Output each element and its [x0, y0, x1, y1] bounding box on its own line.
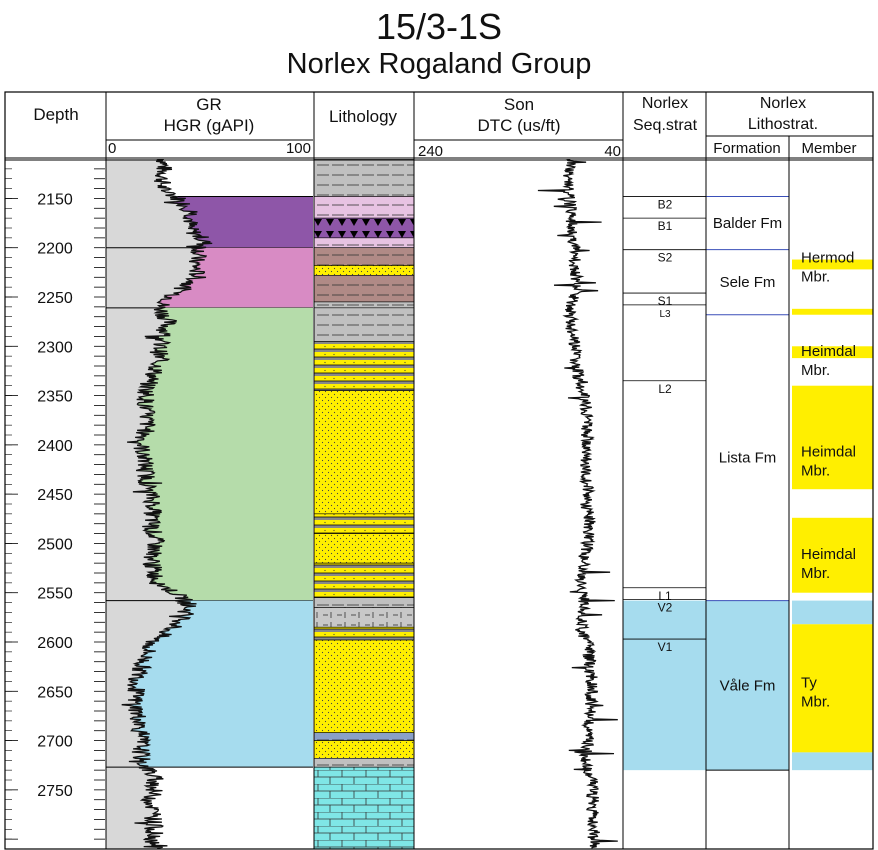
seq-label-v1: V1	[658, 640, 673, 654]
member-fill-4	[792, 385, 873, 490]
member-label-1-b: Mbr.	[801, 268, 830, 285]
lithology-bed-10	[313, 341, 415, 391]
lithology-bed-12	[313, 513, 415, 534]
lithology-bed-2	[313, 196, 415, 219]
formation-label-4: Våle Fm	[720, 677, 776, 694]
lithology-header: Lithology	[329, 107, 398, 126]
son-scale-max: 40	[604, 143, 621, 160]
member-fill-2	[792, 308, 873, 315]
member-fill-5	[792, 517, 873, 593]
member-fill-7	[792, 624, 873, 753]
lithology-bed-16	[313, 607, 415, 628]
seq-strat-title: Norlex	[642, 95, 688, 112]
lithology-bed-1	[313, 159, 415, 197]
depth-label-2500: 2500	[37, 536, 73, 553]
gr-interval-fill-2	[157, 247, 313, 308]
depth-label-2550: 2550	[37, 586, 73, 603]
formation-label-1: Balder Fm	[713, 215, 782, 232]
member-label-1-a: Hermod	[801, 249, 854, 266]
lithology-bed-3	[313, 217, 415, 239]
chart-frame	[4, 91, 874, 850]
lithology-bed-6	[313, 265, 415, 276]
chart-subtitle: Norlex Rogaland Group	[286, 48, 592, 80]
member-label-4-b: Mbr.	[801, 463, 830, 480]
depth-label-2400: 2400	[37, 438, 73, 455]
member-fill-6	[792, 600, 873, 625]
depth-label-2250: 2250	[37, 290, 73, 307]
member-fill-3	[792, 346, 873, 359]
lithology-bed-15	[313, 597, 415, 608]
seq-label-b2: B2	[658, 197, 673, 211]
lithology-bed-11	[313, 390, 415, 515]
formation-label-3: Lista Fm	[719, 450, 777, 467]
chart-title: 15/3-1S	[375, 6, 503, 47]
depth-label-2650: 2650	[37, 684, 73, 701]
member-fill-8	[792, 752, 873, 771]
member-label-3-a: Heimdal	[801, 343, 856, 360]
lithology-bed-4	[313, 237, 415, 249]
gr-track-unit: HGR (gAPI)	[164, 116, 255, 135]
gr-baseline-shade	[106, 159, 213, 849]
formation-fill-vale	[706, 600, 789, 771]
depth-label-2750: 2750	[37, 783, 73, 800]
seq-strat-sub: Seq.strat	[633, 117, 698, 134]
depth-header: Depth	[33, 105, 78, 124]
depth-label-2600: 2600	[37, 635, 73, 652]
son-track-title: Son	[504, 95, 534, 114]
lithology-bed-19	[313, 732, 415, 741]
depth-label-2300: 2300	[37, 339, 73, 356]
lithology-bed-5	[313, 247, 415, 266]
depth-label-2450: 2450	[37, 487, 73, 504]
lithology-bed-17	[313, 626, 415, 641]
gr-interval-fill-3	[127, 307, 313, 601]
member-label-3-b: Mbr.	[801, 362, 830, 379]
seq-label-s2: S2	[658, 251, 673, 265]
gr-scale-max: 100	[286, 140, 311, 157]
lithology-bed-22	[313, 766, 415, 850]
seq-label-s1: S1	[658, 294, 673, 308]
lithology-bed-21	[313, 758, 415, 768]
gr-curve	[121, 159, 213, 849]
lithology-bed-13	[313, 533, 415, 564]
seq-label-b1: B1	[658, 219, 673, 233]
lithology-bed-20	[313, 740, 415, 759]
depth-label-2350: 2350	[37, 389, 73, 406]
depth-label-2700: 2700	[37, 734, 73, 751]
lithostrat-sub: Lithostrat.	[748, 116, 818, 133]
lithology-bed-9	[313, 307, 415, 342]
member-label-5-a: Heimdal	[801, 546, 856, 563]
gr-scale-min: 0	[108, 140, 116, 157]
son-track-unit: DTC (us/ft)	[477, 116, 560, 135]
lithology-bed-7	[313, 275, 415, 303]
lithology-bed-14	[313, 562, 415, 598]
seq-label-l3: L3	[659, 309, 671, 320]
gr-interval-fill-1	[164, 196, 313, 248]
seq-strat-fill	[623, 600, 706, 771]
member-label-5-b: Mbr.	[801, 565, 830, 582]
lithostrat-title: Norlex	[760, 95, 806, 112]
formation-header: Formation	[713, 140, 781, 157]
depth-label-2200: 2200	[37, 241, 73, 258]
sonic-curve	[537, 159, 618, 849]
son-scale-min: 240	[418, 143, 443, 160]
member-label-7-a: Ty	[801, 674, 817, 691]
member-label-4-a: Heimdal	[801, 444, 856, 461]
seq-label-l2: L2	[658, 382, 672, 396]
member-header: Member	[801, 140, 856, 157]
depth-label-2150: 2150	[37, 191, 73, 208]
gr-interval-fill-4	[121, 600, 313, 768]
member-fill-1	[792, 259, 873, 270]
formation-label-2: Sele Fm	[720, 274, 776, 291]
seq-label-v2: V2	[658, 601, 673, 615]
lithology-bed-18	[313, 639, 415, 733]
gr-track-title: GR	[196, 95, 222, 114]
member-label-7-b: Mbr.	[801, 693, 830, 710]
lithology-bed-8	[313, 301, 415, 309]
